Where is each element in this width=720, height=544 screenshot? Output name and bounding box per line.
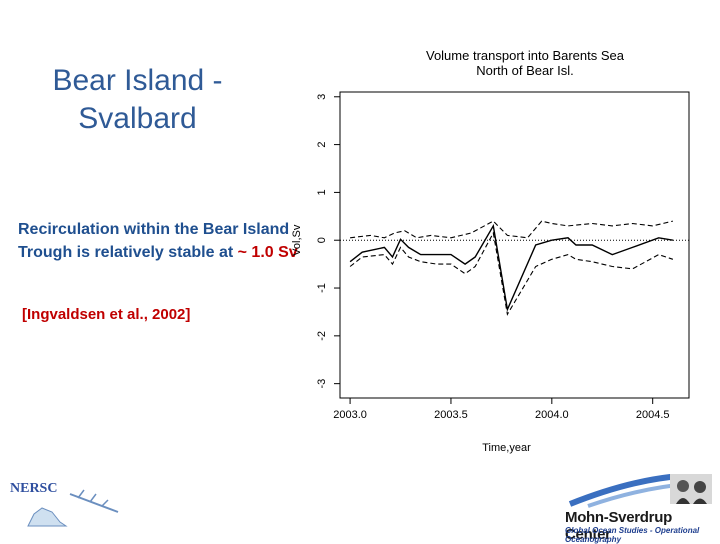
y-tick-label: 2 (316, 142, 328, 148)
body-text-main: Recirculation within the Bear Island Tro… (18, 221, 290, 261)
y-axis-label: Vol,Sv (291, 224, 303, 256)
y-tick-label: -2 (316, 331, 328, 341)
x-tick-label: 2003.5 (434, 409, 468, 421)
series-line-mean (349, 223, 674, 312)
chart-title-line: Volume transport into Barents Sea (426, 48, 625, 63)
citation: [Ingvaldsen et al., 2002] (22, 306, 191, 323)
plot-frame (339, 91, 690, 399)
series-line-lower (349, 231, 674, 316)
x-tick-label: 2003.0 (333, 409, 367, 421)
x-axis-label: Time,year (482, 442, 531, 454)
nersc-logo: NERSC (10, 481, 119, 527)
y-tick-label: -3 (316, 379, 328, 389)
nersc-logo-text: NERSC (10, 481, 57, 496)
body-text-highlight: ~ 1.0 Sv (237, 244, 298, 261)
x-tick-label: 2004.0 (535, 409, 569, 421)
y-tick-label: 0 (316, 237, 328, 243)
chart-title-line: North of Bear Isl. (476, 63, 574, 78)
x-tick-label: 2004.5 (636, 409, 670, 421)
msc-logo-name: Mohn-Sverdrup Center (565, 509, 672, 543)
mohn-sverdrup-logo-graphic (568, 474, 712, 508)
y-tick-label: -1 (316, 283, 328, 293)
y-tick-label: 1 (316, 189, 328, 195)
y-tick-label: 3 (316, 94, 328, 100)
msc-logo-subtitle: Global Ocean Studies - Operational Ocean… (565, 526, 700, 544)
slide-title: Bear Island - Svalbard (52, 64, 223, 135)
series-line-upper (350, 220, 674, 239)
body-text: Recirculation within the Bear Island Tro… (18, 218, 308, 264)
